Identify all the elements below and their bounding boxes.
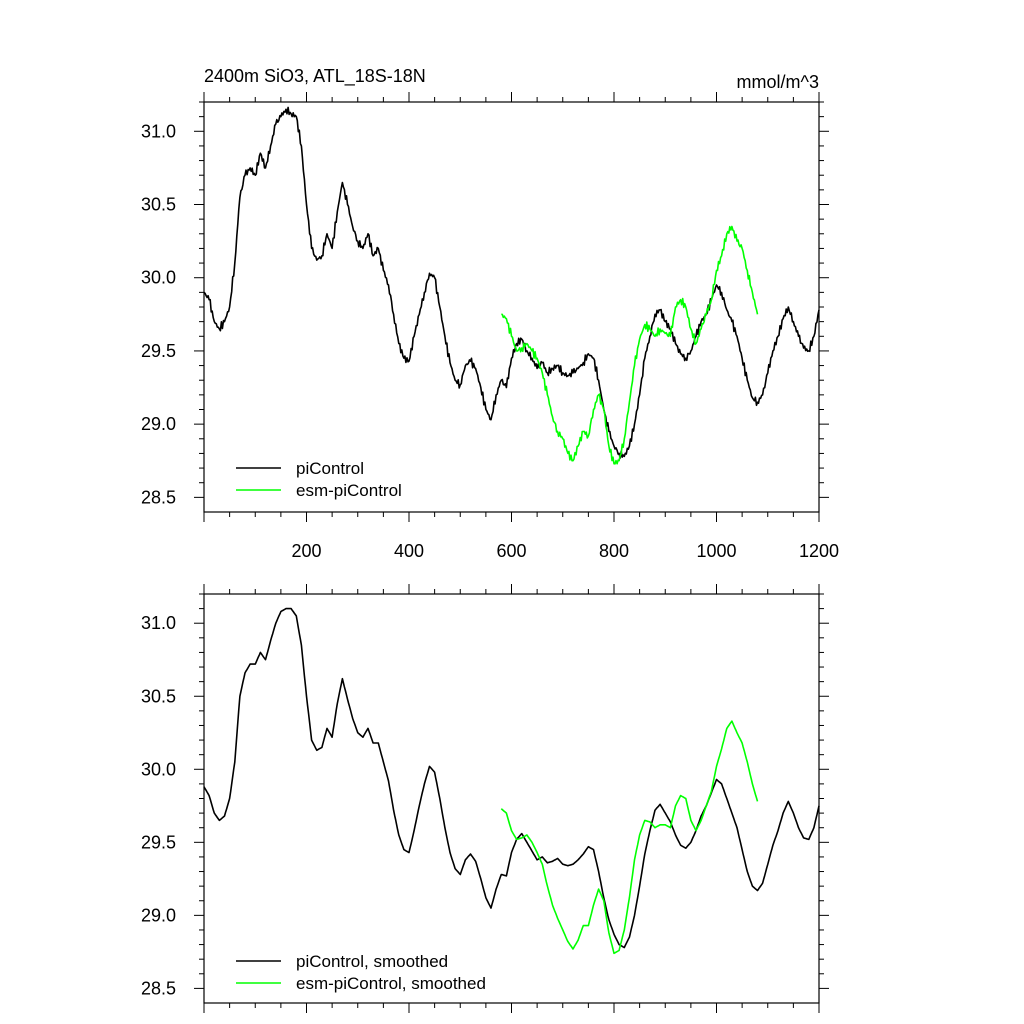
legend-label-esm-picontrol: esm-piControl — [296, 481, 402, 500]
chart-title: 2400m SiO3, ATL_18S-18N — [204, 66, 426, 87]
plot-frame — [203, 593, 820, 1004]
top-series — [203, 106, 820, 465]
top-legend: piControl esm-piControl — [236, 459, 402, 500]
y-tick-label: 30.5 — [141, 686, 176, 706]
top-axes: 28.5 29.0 29.5 30.0 30.5 31.0 200 400 600 800 1000… — [141, 92, 839, 561]
series-line-esm-picontrol — [501, 225, 759, 465]
y-tick-label: 29.5 — [141, 341, 176, 361]
bottom-frame — [203, 593, 820, 1004]
y-tick-label: 30.0 — [141, 759, 176, 779]
x-tick-label: 400 — [394, 541, 424, 561]
series-line-picontrol-smoothed — [203, 607, 820, 949]
series-line-picontrol — [203, 106, 820, 460]
plot-frame — [203, 101, 820, 513]
bottom-panel: 28.5 29.0 29.5 30.0 30.5 31.0 piControl, smoo… — [141, 584, 829, 1013]
y-tick-label: 31.0 — [141, 613, 176, 633]
top-panel: 2400m SiO3, ATL_18S-18N mmol/m^3 28.5 29.… — [141, 66, 839, 561]
y-tick-label: 30.5 — [141, 195, 176, 215]
y-tick-label: 31.0 — [141, 121, 176, 141]
y-tick-label: 30.0 — [141, 268, 176, 288]
legend-label-esm-picontrol-smoothed: esm-piControl, smoothed — [296, 974, 486, 993]
bottom-axes: 28.5 29.0 29.5 30.0 30.5 31.0 — [141, 584, 829, 1013]
x-tick-label: 200 — [291, 541, 321, 561]
y-tick-label: 28.5 — [141, 978, 176, 998]
chart-units: mmol/m^3 — [737, 72, 819, 92]
series-line-esm-picontrol-smoothed — [500, 720, 759, 955]
legend-label-picontrol: piControl — [296, 459, 364, 478]
x-tick-label: 800 — [599, 541, 629, 561]
y-tick-label: 29.0 — [141, 905, 176, 925]
x-tick-label: 600 — [496, 541, 526, 561]
y-tick-label: 29.5 — [141, 832, 176, 852]
top-frame — [203, 101, 820, 513]
bottom-series — [203, 607, 820, 955]
bottom-legend: piControl, smoothed esm-piControl, smoot… — [236, 952, 486, 993]
x-tick-label: 1200 — [799, 541, 839, 561]
x-tick-label: 1000 — [696, 541, 736, 561]
legend-label-picontrol-smoothed: piControl, smoothed — [296, 952, 448, 971]
y-tick-label: 29.0 — [141, 414, 176, 434]
y-tick-label: 28.5 — [141, 487, 176, 507]
